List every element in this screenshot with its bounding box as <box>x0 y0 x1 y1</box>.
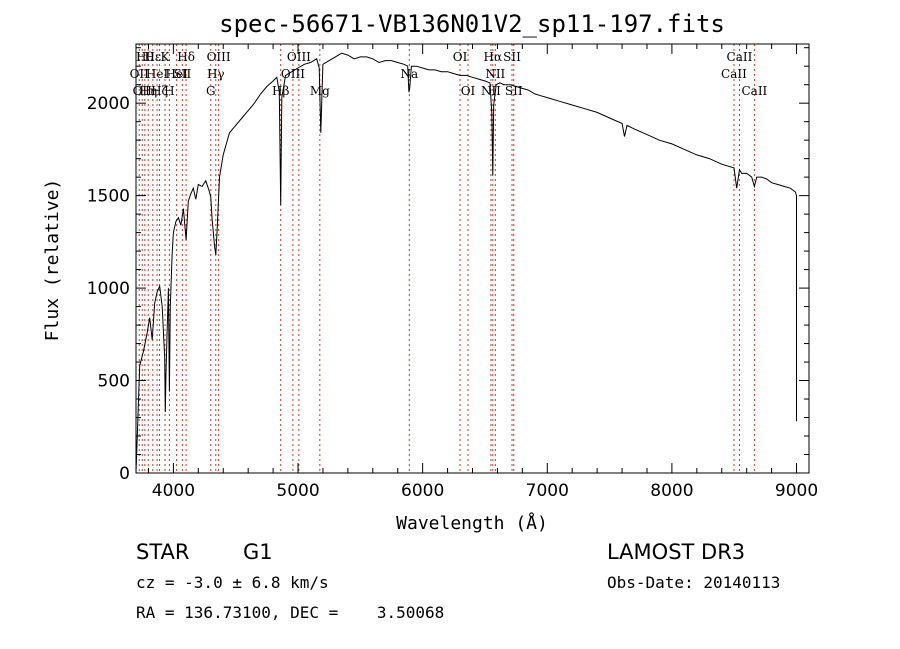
y-tick-label: 1000 <box>87 279 130 299</box>
y-tick-label: 2000 <box>87 94 130 114</box>
x-tick-label: 9000 <box>775 481 818 501</box>
spectrum-line <box>135 52 797 474</box>
survey-name: LAMOST DR3 <box>607 540 745 564</box>
line-marker-label: K <box>161 50 171 64</box>
x-tick-label: 6000 <box>401 481 444 501</box>
line-marker-label: OII <box>133 84 153 98</box>
line-marker-label: OIII <box>281 67 305 81</box>
line-marker-label: Hβ <box>272 84 289 98</box>
line-marker-label: HeI <box>146 67 169 81</box>
line-marker-label: G <box>206 84 216 98</box>
line-marker-label: OI <box>453 50 468 64</box>
y-tick-label: 1500 <box>87 187 130 207</box>
line-marker-label: CaII <box>727 50 753 64</box>
line-marker-label: Hζ <box>151 84 168 98</box>
x-tick-label: 8000 <box>650 481 693 501</box>
line-marker-label: Hε <box>144 50 161 64</box>
line-marker-label: OII <box>130 67 150 81</box>
coordinates-readout: RA = 136.73100, DEC = 3.50068 <box>136 603 444 622</box>
observation-date: Obs-Date: 20140113 <box>607 573 780 592</box>
y-axis-label: Flux (relative) <box>42 179 63 342</box>
object-class: STAR <box>136 540 189 564</box>
line-marker-label: NII <box>485 67 505 81</box>
line-marker-label: OIII <box>287 50 311 64</box>
line-marker-label: Hγ <box>207 67 225 81</box>
line-marker-label: OI <box>461 84 476 98</box>
line-marker-label: CaII <box>741 84 767 98</box>
line-marker-label: OIII <box>207 50 231 64</box>
line-marker-label: CaII <box>721 67 747 81</box>
x-axis-label: Wavelength (Å) <box>396 512 548 534</box>
line-marker-label: Hη <box>139 84 157 98</box>
y-tick-label: 500 <box>98 372 130 392</box>
line-marker-label: Hδ <box>177 50 195 64</box>
line-marker-label: Na <box>400 67 418 81</box>
x-tick-label: 4000 <box>152 481 195 501</box>
line-marker-label: Hθ <box>136 50 154 64</box>
line-label-group: OIIOIIHθHηHεHeIHζKHHeISIIHδGHγOIIIHβOIII… <box>130 50 768 98</box>
x-tick-label: 5000 <box>276 481 319 501</box>
axis-tick-labels: 4000 5000 6000 7000 8000 9000 0 500 1000 1500 2000 <box>87 94 818 501</box>
x-tick-label: 7000 <box>526 481 569 501</box>
line-marker-label: Hα <box>484 50 503 64</box>
chart-title: spec-56671-VB136N01V2_sp11-197.fits <box>219 10 725 38</box>
redshift-readout: cz = -3.0 ± 6.8 km/s <box>136 573 329 592</box>
line-marker-label: SII <box>503 50 521 64</box>
axis-ticks <box>136 44 809 474</box>
object-subclass: G1 <box>243 540 273 564</box>
line-marker-label: H <box>164 84 174 98</box>
plot-frame <box>135 43 810 474</box>
y-tick-label: 0 <box>119 464 130 484</box>
line-marker-label: SII <box>174 67 192 81</box>
line-marker-label: HeI <box>165 67 188 81</box>
line-marker-group <box>138 44 755 473</box>
